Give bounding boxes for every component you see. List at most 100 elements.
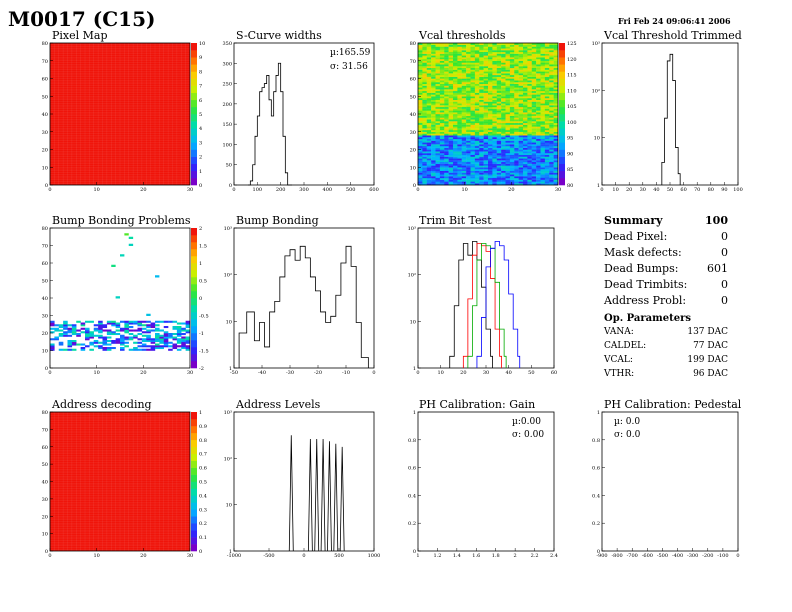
heatmap-cell xyxy=(431,131,436,134)
heatmap-cell xyxy=(536,110,541,113)
heatmap-cell xyxy=(509,154,515,157)
heatmap-cell xyxy=(509,128,515,131)
heatmap-cell xyxy=(422,172,427,175)
heatmap-cell xyxy=(544,73,550,76)
heatmap-cell xyxy=(426,105,432,108)
heatmap-cell xyxy=(457,76,462,79)
heatmap-cell xyxy=(479,165,484,168)
heatmap-cell xyxy=(514,133,519,136)
heatmap-cell xyxy=(523,76,528,79)
heatmap-cell xyxy=(431,83,436,86)
heatmap-cell xyxy=(553,78,559,81)
heatmap-cell xyxy=(50,343,55,346)
heatmap-cell xyxy=(488,121,493,124)
heatmap-cell xyxy=(509,114,515,116)
heatmap-cell xyxy=(80,322,86,325)
heatmap-cell xyxy=(444,167,449,170)
heatmap-cell xyxy=(448,179,454,182)
heatmap-cell xyxy=(509,76,515,79)
heatmap-cell xyxy=(536,69,541,72)
heatmap-cell xyxy=(418,112,423,115)
heatmap-cell xyxy=(518,114,524,116)
heatmap-cell xyxy=(115,329,121,332)
heatmap-cell xyxy=(492,46,497,49)
heatmap-cell xyxy=(444,82,449,85)
heatmap-cell xyxy=(509,142,515,145)
heatmap-cell xyxy=(505,60,511,63)
heatmap-cell xyxy=(457,74,462,77)
heatmap-cell xyxy=(509,149,515,152)
heatmap-cell xyxy=(444,154,449,157)
heatmap-cell xyxy=(518,94,524,97)
heatmap-cell xyxy=(531,161,537,164)
heatmap-cell xyxy=(518,66,524,69)
heatmap-cell xyxy=(553,145,559,148)
heatmap-cell xyxy=(474,89,480,92)
heatmap-cell xyxy=(501,92,506,95)
heatmap-cell xyxy=(185,326,191,329)
heatmap-cell xyxy=(457,85,462,88)
ph_gain-axes: 1 1.2 1.4 1.6 1.8 2 2.2 2.400.20.40.60.81 xyxy=(408,410,558,559)
panel-title-address-decoding: Address decoding xyxy=(52,398,152,411)
heatmap-cell xyxy=(523,103,528,106)
heatmap-cell xyxy=(492,58,497,61)
heatmap-cell xyxy=(544,55,550,58)
heatmap-cell xyxy=(470,90,476,93)
heatmap-cell xyxy=(466,160,471,163)
address-level-peak xyxy=(333,443,339,552)
heatmap-cell xyxy=(461,60,467,63)
heatmap-cell xyxy=(470,137,476,140)
heatmap-cell xyxy=(431,170,436,173)
heatmap-cell xyxy=(418,124,423,127)
heatmap-cell xyxy=(185,322,191,325)
heatmap-cell xyxy=(444,108,449,111)
bump_problems-colorbar-bin xyxy=(191,277,197,285)
heatmap-cell xyxy=(439,163,445,166)
heatmap-cell xyxy=(501,43,506,45)
heatmap-cell xyxy=(63,326,68,329)
y-tick-label: 0.4 xyxy=(408,493,416,499)
panel-title-address-levels: Address Levels xyxy=(236,398,321,411)
heatmap-cell xyxy=(63,334,68,337)
heatmap-cell xyxy=(431,122,436,125)
heatmap-cell xyxy=(523,105,528,108)
x-tick-label: 10 xyxy=(612,187,618,193)
heatmap-cell xyxy=(426,71,432,74)
heatmap-cell xyxy=(168,336,173,339)
heatmap-cell xyxy=(422,145,427,148)
heatmap-cell xyxy=(540,140,546,143)
heatmap-cell xyxy=(435,126,441,129)
heatmap-cell xyxy=(448,128,454,131)
heatmap-cell xyxy=(496,50,502,53)
heatmap-cell xyxy=(422,82,427,85)
heatmap-cell xyxy=(431,129,436,132)
heatmap-cell xyxy=(518,108,524,111)
heatmap-cell xyxy=(488,176,493,179)
heatmap-cell xyxy=(523,181,528,184)
y-tick-label: 20 xyxy=(410,148,416,154)
heatmap-cell xyxy=(549,98,554,100)
heatmap-cell xyxy=(124,324,129,327)
heatmap-cell xyxy=(536,82,541,85)
heatmap-cell xyxy=(422,110,427,113)
heatmap-cell xyxy=(531,140,537,143)
heatmap-cell xyxy=(531,110,537,113)
colorbar-label: 2 xyxy=(199,155,202,161)
heatmap-cell xyxy=(435,73,441,76)
heatmap-cell xyxy=(54,338,59,341)
heatmap-cell xyxy=(531,92,537,95)
heatmap-cell xyxy=(483,82,489,85)
pixel_map-colorbar-bin xyxy=(191,114,197,122)
heatmap-cell xyxy=(505,50,511,53)
heatmap-cell xyxy=(509,74,515,77)
heatmap-cell xyxy=(466,151,471,154)
heatmap-cell xyxy=(418,101,423,104)
heatmap-cell xyxy=(553,57,559,60)
heatmap-cell xyxy=(531,154,537,157)
y-tick-label: 1 xyxy=(229,549,232,555)
heatmap-cell xyxy=(435,48,441,51)
heatmap-cell xyxy=(124,336,129,339)
x-tick-label: -100 xyxy=(717,553,728,559)
heatmap-cell xyxy=(536,163,541,166)
heatmap-cell xyxy=(496,117,502,120)
